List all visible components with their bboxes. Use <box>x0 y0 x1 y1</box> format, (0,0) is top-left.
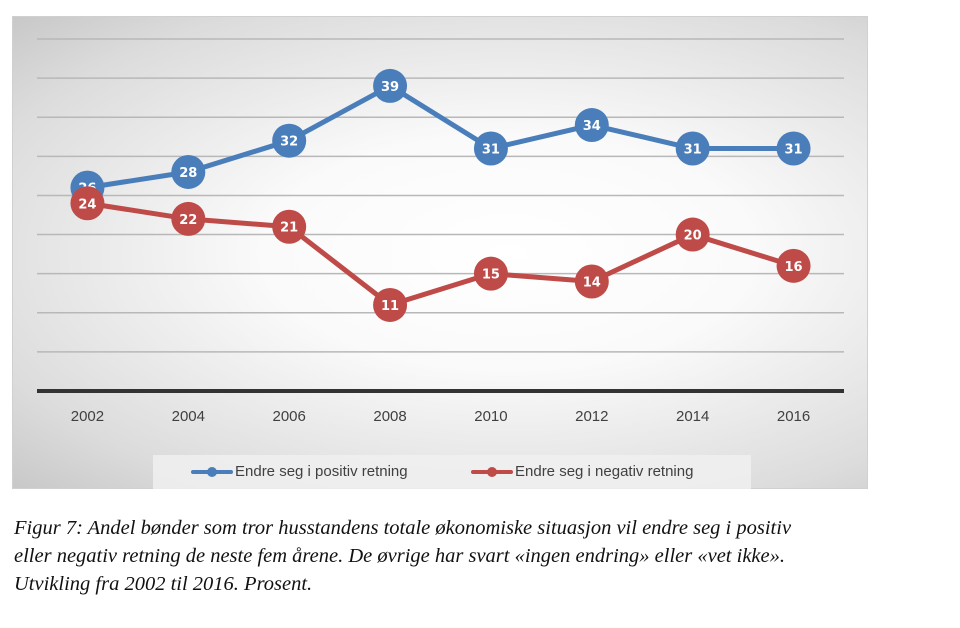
data-point <box>776 248 811 283</box>
data-point <box>776 131 811 166</box>
legend-label-positive: Endre seg i positiv retning <box>235 463 408 480</box>
data-point <box>171 201 206 236</box>
legend-item-positive: Endre seg i positiv retning <box>191 463 408 480</box>
data-point <box>574 264 609 299</box>
data-point <box>272 209 307 244</box>
legend: Endre seg i positiv retning Endre seg i … <box>153 455 751 489</box>
line-chart: 2002200420062008201020122014201626283239… <box>37 38 844 425</box>
data-label: 22 <box>179 213 197 228</box>
legend-swatch-negative <box>471 465 513 479</box>
data-label: 24 <box>78 197 96 212</box>
data-label: 16 <box>785 260 803 275</box>
data-label: 21 <box>280 221 298 236</box>
data-label: 34 <box>583 119 601 134</box>
data-label: 20 <box>684 229 702 244</box>
caption-line: Figur 7: Andel bønder som tror husstande… <box>14 517 792 539</box>
x-tick-label: 2002 <box>71 408 104 425</box>
data-point <box>171 154 206 189</box>
data-point <box>675 217 710 252</box>
data-label: 31 <box>684 143 702 158</box>
x-tick-label: 2016 <box>777 408 810 425</box>
data-point <box>473 256 508 291</box>
data-point <box>373 68 408 103</box>
caption-line: eller negativ retning de neste fem årene… <box>14 545 785 567</box>
data-label: 39 <box>381 80 399 95</box>
data-label: 14 <box>583 275 601 290</box>
data-label: 28 <box>179 166 197 181</box>
legend-item-negative: Endre seg i negativ retning <box>471 463 693 480</box>
x-tick-label: 2006 <box>273 408 306 425</box>
x-tick-label: 2014 <box>676 408 709 425</box>
series-line-positive <box>87 83 794 191</box>
x-tick-label: 2008 <box>373 408 406 425</box>
data-point <box>272 123 307 158</box>
caption-line: Utvikling fra 2002 til 2016. Prosent. <box>14 573 313 595</box>
figure-caption: Figur 7: Andel bønder som tror husstande… <box>14 514 954 598</box>
data-point <box>70 186 105 221</box>
x-tick-label: 2012 <box>575 408 608 425</box>
data-label: 11 <box>381 299 399 314</box>
data-point <box>373 287 408 322</box>
legend-swatch-positive <box>191 465 233 479</box>
data-label: 31 <box>482 143 500 158</box>
x-tick-label: 2010 <box>474 408 507 425</box>
x-tick-label: 2004 <box>172 408 205 425</box>
data-label: 31 <box>785 143 803 158</box>
data-label: 32 <box>280 135 298 150</box>
data-point <box>675 131 710 166</box>
data-point <box>473 131 508 166</box>
chart-area: 2002200420062008201020122014201626283239… <box>12 16 868 489</box>
data-point <box>574 108 609 143</box>
legend-label-negative: Endre seg i negativ retning <box>515 463 694 480</box>
data-label: 15 <box>482 268 500 283</box>
